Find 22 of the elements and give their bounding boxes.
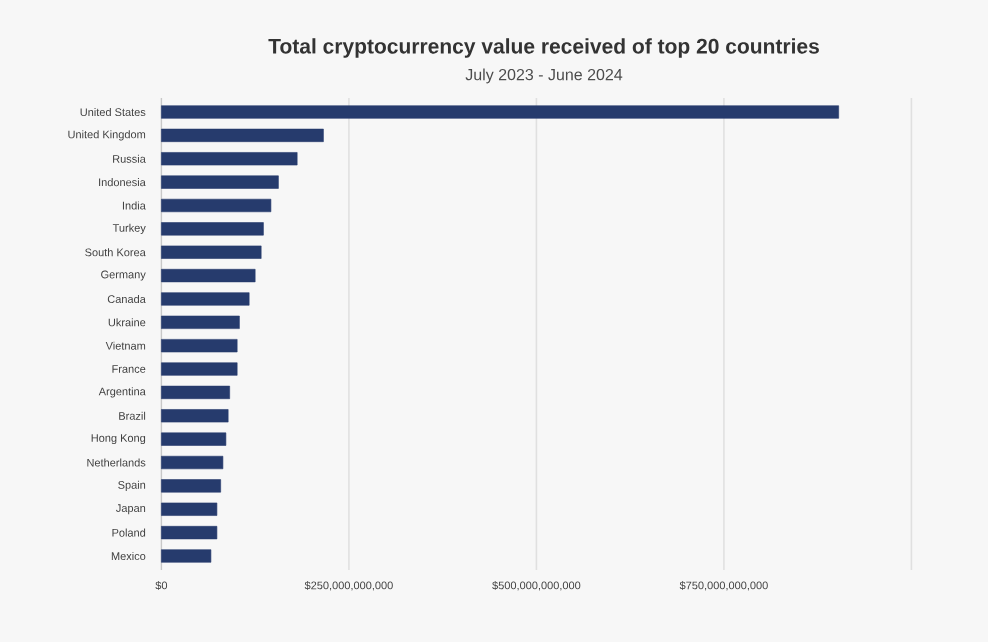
chart-title: Total cryptocurrency value received of top 20 countries (268, 38, 819, 58)
bar (161, 315, 240, 329)
bar (161, 222, 264, 236)
bar (161, 526, 218, 540)
bar (161, 268, 256, 283)
bar (161, 128, 324, 142)
bar (161, 339, 238, 353)
bar (161, 362, 238, 376)
bar (161, 152, 298, 166)
bar (161, 432, 227, 446)
bar (161, 479, 221, 493)
bar (161, 549, 212, 563)
bar (161, 245, 262, 259)
bar (161, 198, 272, 213)
bar (161, 385, 230, 400)
bar (161, 175, 279, 189)
bar (161, 409, 229, 423)
chart-subtitle: July 2023 - June 2024 (465, 68, 623, 84)
bar (161, 502, 218, 516)
bar (161, 455, 224, 470)
bar (161, 105, 839, 119)
bar (161, 292, 250, 306)
